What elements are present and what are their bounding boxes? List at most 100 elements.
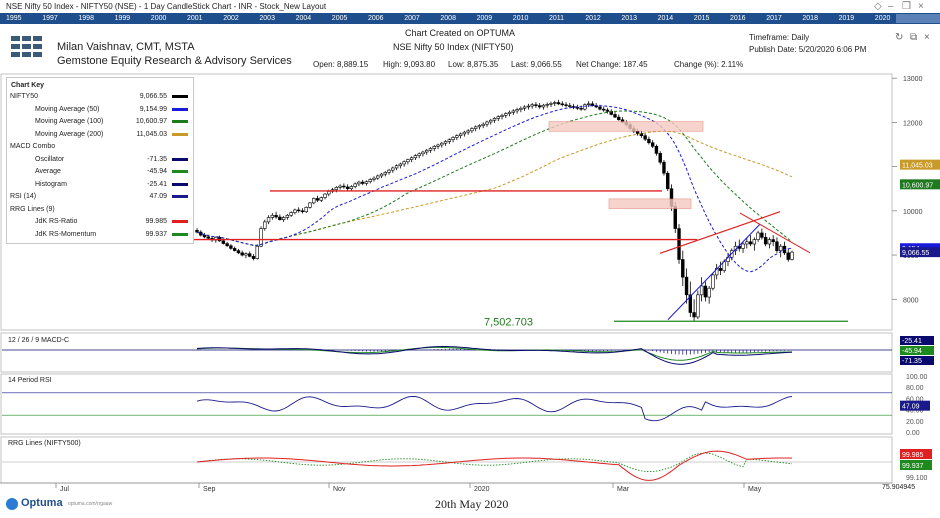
year-label[interactable]: 2015 [693,15,710,22]
chart-key-swatch [172,220,188,223]
candle-body [790,251,794,260]
candle-body [428,148,433,151]
year-label[interactable]: 2017 [766,15,782,22]
year-label[interactable]: 2013 [621,15,637,22]
chart-key-label: JdK RS-Momentum [35,230,97,238]
candle-body [342,185,346,188]
candle [447,138,452,145]
candle [571,103,576,110]
candle-body [492,118,497,121]
candle-body [259,228,263,247]
price-last-label-bg [900,179,940,190]
chart-key-label: JdK RS-Ratio [35,218,78,225]
year-navigator[interactable]: 1995 1997 1998 1999 2000 2001 2002 2003 2004 2005… [0,13,940,24]
candle [394,164,399,171]
candle-body [650,142,655,147]
year-label[interactable]: 2009 [476,15,493,22]
candle [511,109,516,115]
candle [526,103,531,110]
candle [564,102,568,108]
candle [345,184,350,191]
price-last-label: 11,045.03 [902,163,933,170]
candle-body [345,186,350,190]
year-label[interactable]: 2016 [730,15,746,22]
candle-body [635,130,640,134]
candle-body [530,104,534,107]
year-label[interactable]: 2006 [368,15,384,22]
year-window[interactable] [896,14,940,23]
candle-body [481,123,485,126]
candle-body [462,131,467,135]
year-label[interactable]: 1998 [78,15,94,22]
candle [391,166,395,173]
year-label[interactable]: 1995 [6,15,22,22]
minimize-icon[interactable]: – [888,1,894,12]
candle [477,124,482,130]
author-name: Milan Vaishnav, CMT, MSTA [57,41,195,53]
year-label[interactable]: 2011 [549,15,565,22]
candle-body [639,133,644,136]
year-label[interactable]: 1997 [42,15,58,22]
candle-body [496,116,500,119]
candle [541,103,546,110]
candle-body [255,245,259,259]
candle-body [590,103,595,106]
refresh-icon[interactable]: ↻ [895,32,904,43]
candle [537,102,542,109]
price-last-label: 9,066.55 [902,250,929,257]
candle [790,250,794,261]
candle [590,101,595,107]
chart-key-label: Oscillator [35,155,65,163]
year-label[interactable]: 2003 [259,15,275,22]
candle-body [786,252,790,260]
candle [718,261,723,275]
candle [586,101,591,107]
settings-icon[interactable]: ◇ [874,1,882,12]
year-label[interactable]: 2008 [440,15,456,22]
candle-body [274,214,278,218]
candle [440,141,444,148]
year-label[interactable]: 2000 [150,15,167,22]
candle-body [560,103,564,106]
chart-key-value: 99.985 [145,218,167,225]
year-label[interactable]: 2001 [187,15,203,22]
candle-body [703,285,708,298]
year-label[interactable]: 2007 [404,15,420,22]
chart-key-swatch [172,170,188,173]
year-label[interactable]: 2012 [585,15,601,22]
restore-icon[interactable]: ❐ [902,1,911,12]
candle-body [602,108,606,111]
candle-body [489,119,493,123]
x-tick-label: Sep [203,486,216,493]
chart-key-value: 11,045.03 [136,130,167,138]
candle-body [195,229,199,233]
year-label[interactable]: 2010 [512,15,529,22]
macd-value-label-bg [900,356,934,365]
candle [681,250,685,286]
candle [549,101,553,107]
candle [406,158,410,165]
candle-body [477,125,482,128]
year-label[interactable]: 2018 [802,15,818,22]
candle-body [511,110,516,113]
year-label[interactable]: 2014 [657,15,674,22]
candle [504,112,508,118]
macd-value-label: -25.41 [902,338,922,345]
candle-body [752,239,757,245]
candle-body [236,250,241,254]
candle-body [775,241,779,251]
chart-close-icon[interactable]: × [924,32,930,43]
copy-icon[interactable]: ⧉ [910,32,918,43]
candle [270,213,275,220]
year-label[interactable]: 1999 [114,15,131,22]
year-label[interactable]: 2004 [295,15,312,22]
year-label[interactable]: 2019 [838,15,855,22]
chart-key-value: 10,600.97 [135,118,167,125]
close-icon[interactable]: × [918,1,924,12]
year-label[interactable]: 2020 [874,15,891,22]
candle-body [586,103,591,106]
year-label[interactable]: 2005 [331,15,348,22]
candle [293,208,297,215]
year-label[interactable]: 2002 [223,15,239,22]
low-annotation: 7,502.703 [484,316,533,328]
